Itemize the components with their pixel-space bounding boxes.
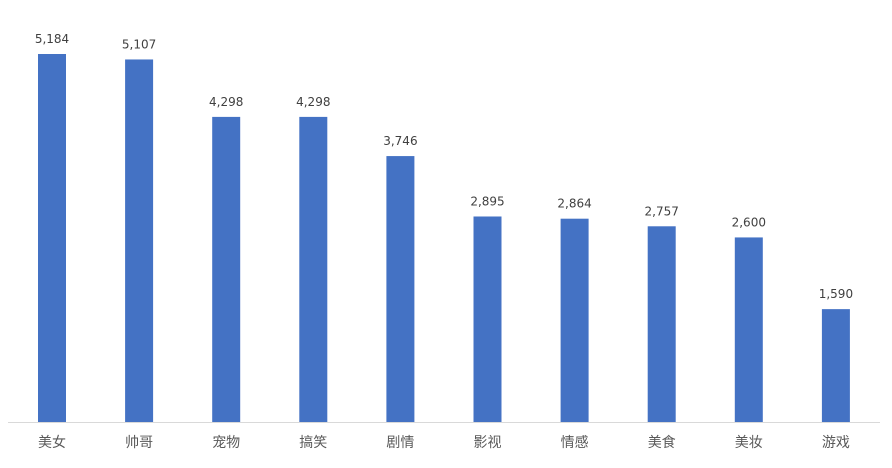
category-label: 美女 [38,434,66,451]
data-label: 2,895 [470,194,504,208]
data-label: 3,746 [383,134,417,148]
bar-8 [734,237,763,422]
bar-6 [560,218,589,422]
category-label: 搞笑 [299,435,327,451]
data-label: 4,298 [296,95,330,109]
bar-5 [473,216,502,422]
category-label: 美食 [648,434,676,451]
category-label: 剧情 [386,435,414,451]
category-label: 影视 [474,435,502,451]
bar-0 [38,54,66,422]
bar-3 [299,116,328,422]
data-label: 5,184 [35,32,69,46]
data-label: 2,600 [732,215,766,229]
data-label: 2,864 [557,197,591,211]
bar-7 [647,226,676,422]
category-label: 美妆 [735,435,763,451]
bar-4 [386,156,415,422]
bar-9 [821,309,850,422]
data-label: 5,107 [122,37,156,51]
category-label: 宠物 [212,435,240,451]
data-label: 1,590 [819,287,853,301]
data-label: 2,757 [645,204,679,218]
bar-2 [212,116,241,422]
category-label: 游戏 [822,435,850,451]
data-label: 4,298 [209,95,243,109]
bar-1 [125,59,154,422]
category-label: 帅哥 [125,435,153,451]
category-label: 情感 [561,434,589,451]
